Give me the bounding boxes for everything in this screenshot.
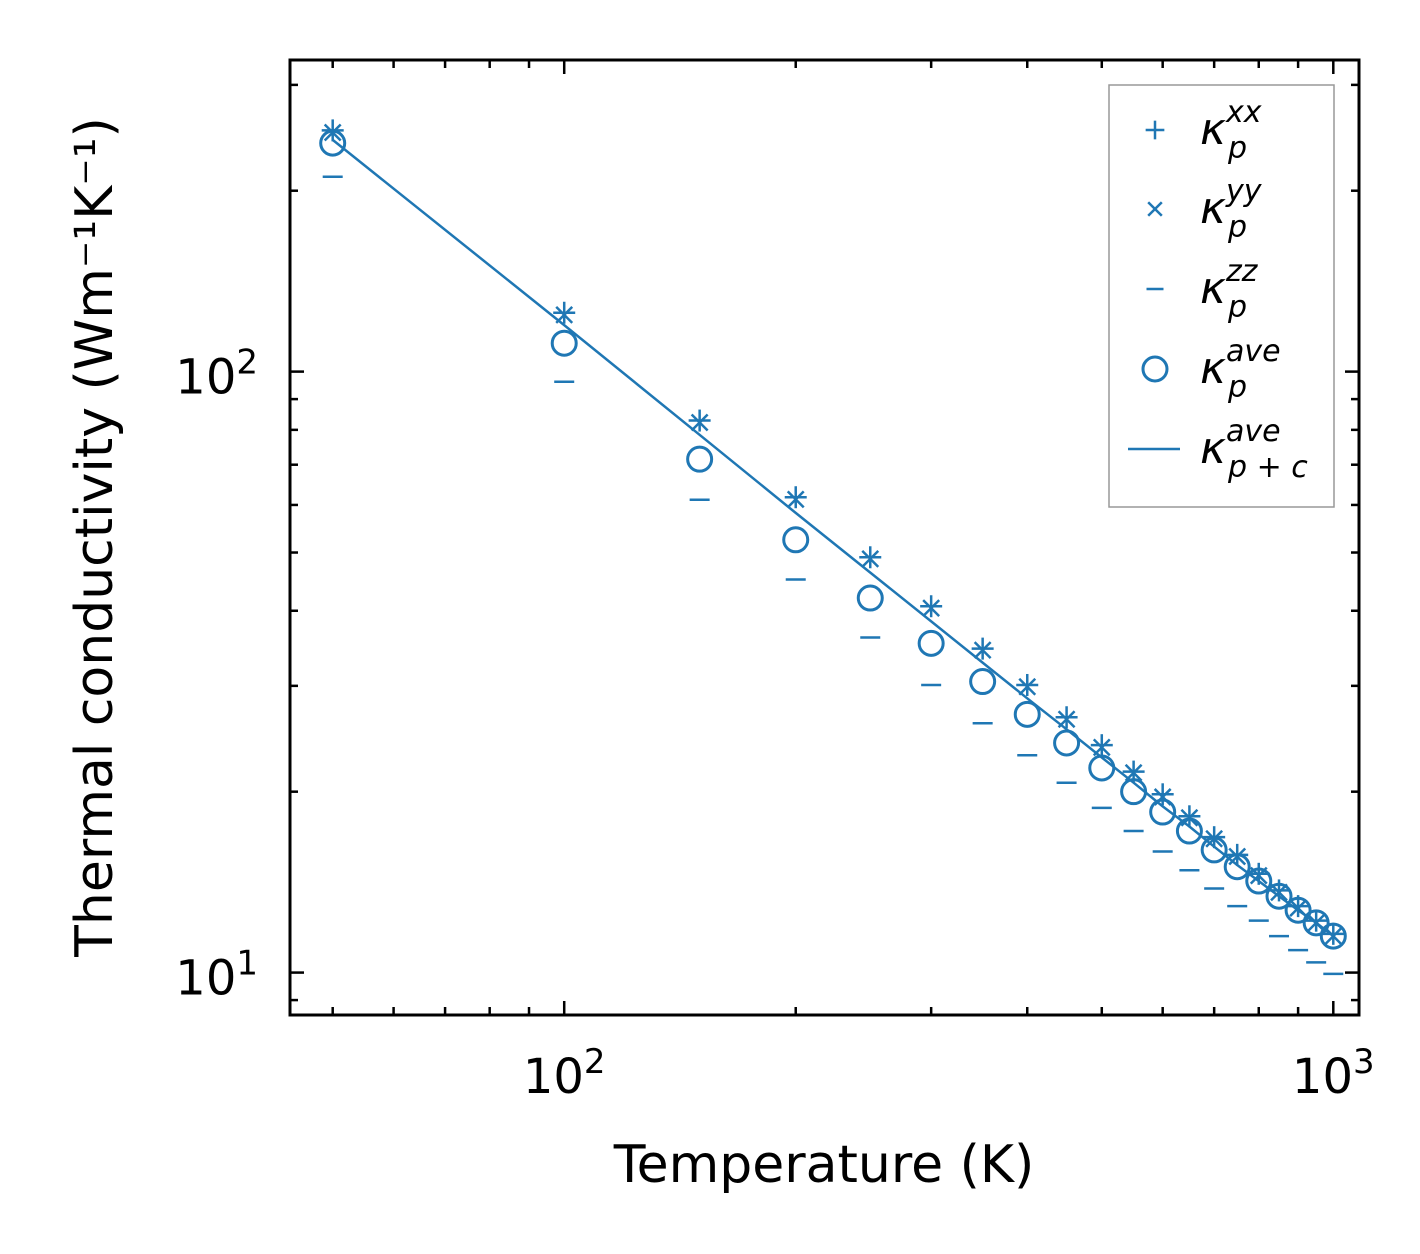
data-point	[1305, 909, 1328, 932]
legend-swatch	[1147, 201, 1163, 217]
series-_	[322, 175, 1344, 976]
data-point	[1151, 783, 1174, 806]
tick-labels: 102 103 101 102	[175, 343, 1374, 1105]
data-point	[1175, 817, 1203, 845]
data-point	[920, 595, 943, 618]
y-tick-label: 102	[175, 343, 258, 406]
data-point	[1322, 922, 1345, 945]
data-point	[319, 129, 347, 157]
legend: κxx p κyy p κzz p κave p κave p + c	[1108, 84, 1335, 508]
data-point	[1013, 700, 1041, 728]
y-tick-label: 101	[175, 944, 258, 1007]
data-point	[784, 486, 807, 509]
data-point	[688, 409, 711, 432]
data-point	[1284, 896, 1312, 924]
data-point	[856, 584, 884, 612]
series-line	[331, 138, 1335, 938]
data-point	[1223, 853, 1251, 881]
data-point	[1200, 836, 1228, 864]
legend-swatch	[1145, 120, 1165, 140]
legend-label: κzz p	[1200, 254, 1259, 325]
data-point	[782, 526, 810, 554]
data-point	[786, 490, 805, 509]
data-point	[1245, 867, 1273, 895]
data-point	[973, 641, 992, 660]
data-point	[1265, 882, 1293, 910]
data-point	[1090, 734, 1113, 757]
plot-frame	[288, 58, 1361, 1017]
data-point	[550, 329, 578, 357]
legend-frame	[1108, 84, 1335, 508]
legend-swatch	[1141, 355, 1169, 383]
legend-label: κave p + c	[1200, 414, 1308, 485]
legend-entry: κyy p	[1147, 174, 1263, 245]
legend-entry: κave p + c	[1128, 414, 1308, 485]
data-point	[1055, 706, 1078, 729]
legend-entry: κxx p	[1145, 95, 1262, 166]
data-point	[1319, 922, 1347, 950]
x-tick-label: 103	[1292, 1042, 1375, 1105]
legend-label: κxx p	[1200, 95, 1262, 166]
data-point	[686, 445, 714, 473]
data-point	[1302, 909, 1330, 937]
plot-data	[319, 119, 1347, 976]
data-point	[690, 413, 709, 432]
data-point	[1088, 754, 1116, 782]
legend-label: κave p	[1200, 334, 1281, 405]
data-point	[861, 549, 880, 568]
data-point	[1018, 677, 1037, 696]
data-point	[1149, 798, 1177, 826]
data-point	[922, 599, 941, 618]
data-point	[969, 668, 997, 696]
x-axis-label: Temperature (K)	[613, 1135, 1035, 1195]
y-axis-label: Thermal conductivity (Wm⁻¹K⁻¹)	[65, 117, 125, 958]
data-point	[553, 301, 576, 324]
series-o	[319, 129, 1347, 950]
data-point	[917, 629, 945, 657]
data-point	[1053, 729, 1081, 757]
legend-label: κyy p	[1200, 174, 1263, 245]
x-tick-label: 102	[523, 1042, 606, 1105]
legend-entry: κzz p	[1146, 254, 1259, 325]
legend-entry: κave p	[1141, 334, 1281, 405]
series-line	[331, 138, 1335, 938]
